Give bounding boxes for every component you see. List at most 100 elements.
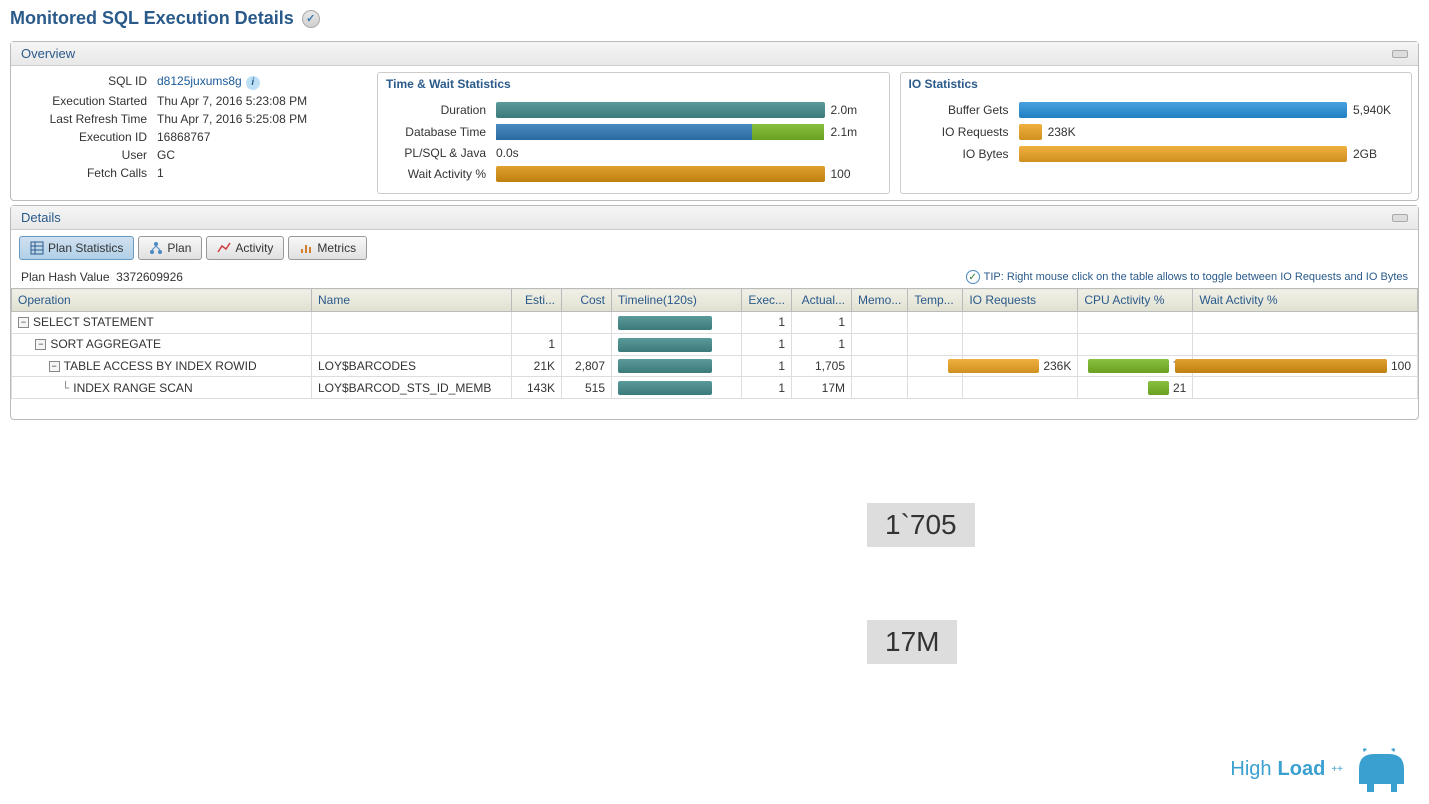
col-temp[interactable]: Temp... — [908, 289, 963, 312]
logo-text1: High — [1230, 758, 1271, 781]
fetch-label: Fetch Calls — [17, 166, 157, 180]
temp-cell — [908, 333, 963, 355]
table-row[interactable]: − SELECT STATEMENT11 — [12, 312, 1418, 334]
wait-cell — [1193, 312, 1418, 334]
actual-cell: 1 — [792, 333, 852, 355]
table-row[interactable]: − SORT AGGREGATE111 — [12, 333, 1418, 355]
cpu-cell — [1078, 312, 1193, 334]
tab-plan-statistics[interactable]: Plan Statistics — [19, 236, 134, 260]
plan-table[interactable]: Operation Name Esti... Cost Timeline(120… — [11, 288, 1418, 399]
check-icon: ✓ — [302, 10, 320, 28]
cost-cell: 515 — [562, 377, 612, 399]
operation-text: INDEX RANGE SCAN — [73, 381, 192, 395]
details-header[interactable]: Details — [11, 206, 1418, 230]
collapse-icon[interactable] — [1392, 50, 1408, 58]
col-timeline[interactable]: Timeline(120s) — [612, 289, 742, 312]
tabs: Plan Statistics Plan Activity Metrics — [11, 230, 1418, 266]
operation-text: SORT AGGREGATE — [50, 337, 161, 351]
actual-cell: 1,705 — [792, 355, 852, 377]
col-actual[interactable]: Actual... — [792, 289, 852, 312]
ioreq-label: IO Requests — [909, 125, 1019, 139]
tip: ✓TIP: Right mouse click on the table all… — [966, 270, 1408, 284]
metrics-icon — [299, 241, 313, 255]
tab-activity[interactable]: Activity — [206, 236, 284, 260]
tab-metrics[interactable]: Metrics — [288, 236, 367, 260]
buffer-bar — [1019, 102, 1348, 118]
user-label: User — [17, 148, 157, 162]
esti-cell: 1 — [512, 333, 562, 355]
temp-cell — [908, 377, 963, 399]
sql-id-label: SQL ID — [17, 74, 157, 90]
name-cell — [312, 312, 512, 334]
sql-id-value[interactable]: d8125juxums8g — [157, 74, 242, 88]
bear-icon — [1349, 744, 1409, 794]
duration-label: Duration — [386, 103, 496, 117]
cost-cell — [562, 333, 612, 355]
ioreq-cell — [963, 333, 1078, 355]
timeline-cell — [612, 355, 742, 377]
exec-started-label: Execution Started — [17, 94, 157, 108]
esti-cell — [512, 312, 562, 334]
duration-bar — [496, 102, 825, 118]
user-value: GC — [157, 148, 175, 162]
tab-label: Plan Statistics — [48, 241, 123, 255]
actual-cell: 17M — [792, 377, 852, 399]
timeline-cell — [612, 312, 742, 334]
esti-cell: 21K — [512, 355, 562, 377]
ioreq-cell — [963, 377, 1078, 399]
col-name[interactable]: Name — [312, 289, 512, 312]
collapse-icon[interactable] — [1392, 214, 1408, 222]
exec-id-label: Execution ID — [17, 130, 157, 144]
info-icon[interactable]: i — [246, 76, 260, 90]
plan-hash-value: 3372609926 — [116, 270, 183, 284]
col-exec[interactable]: Exec... — [742, 289, 792, 312]
tree-toggle[interactable]: − — [49, 361, 60, 372]
annotation-1: 1`705 — [867, 503, 975, 547]
dbtime-value: 2.1m — [831, 125, 881, 139]
tree-toggle[interactable]: − — [35, 339, 46, 350]
page-title: Monitored SQL Execution Details ✓ — [0, 0, 1429, 37]
col-cost[interactable]: Cost — [562, 289, 612, 312]
wait-cell — [1193, 333, 1418, 355]
plan-hash-label: Plan Hash Value — [21, 270, 110, 284]
exec-cell: 1 — [742, 333, 792, 355]
memo-cell — [852, 312, 908, 334]
page-title-text: Monitored SQL Execution Details — [10, 8, 294, 29]
memo-cell — [852, 333, 908, 355]
timeline-cell — [612, 333, 742, 355]
wait-value: 100 — [831, 167, 881, 181]
dbtime-label: Database Time — [386, 125, 496, 139]
table-row[interactable]: − TABLE ACCESS BY INDEX ROWIDLOY$BARCODE… — [12, 355, 1418, 377]
tree-icon — [149, 241, 163, 255]
actual-cell: 1 — [792, 312, 852, 334]
table-row[interactable]: └ INDEX RANGE SCANLOY$BARCOD_STS_ID_MEMB… — [12, 377, 1418, 399]
io-stats-title: IO Statistics — [901, 73, 1412, 95]
col-memo[interactable]: Memo... — [852, 289, 908, 312]
tab-plan[interactable]: Plan — [138, 236, 202, 260]
overview-header[interactable]: Overview — [11, 42, 1418, 66]
cost-cell: 2,807 — [562, 355, 612, 377]
highload-logo: HighLoad++ — [1230, 744, 1409, 794]
esti-cell: 143K — [512, 377, 562, 399]
details-label: Details — [21, 210, 61, 225]
iobytes-value: 2GB — [1353, 147, 1403, 161]
time-stats-box: Time & Wait Statistics Duration2.0m Data… — [377, 72, 890, 194]
col-esti[interactable]: Esti... — [512, 289, 562, 312]
plsql-value: 0.0s — [496, 146, 546, 160]
name-cell: LOY$BARCODES — [312, 355, 512, 377]
last-refresh-label: Last Refresh Time — [17, 112, 157, 126]
col-wait[interactable]: Wait Activity % — [1193, 289, 1418, 312]
plsql-label: PL/SQL & Java — [386, 146, 496, 160]
col-ioreq[interactable]: IO Requests — [963, 289, 1078, 312]
col-operation[interactable]: Operation — [12, 289, 312, 312]
last-refresh-value: Thu Apr 7, 2016 5:25:08 PM — [157, 112, 307, 126]
ioreq-cell — [963, 312, 1078, 334]
tree-toggle[interactable]: − — [18, 317, 29, 328]
tab-label: Activity — [235, 241, 273, 255]
overview-panel: Overview SQL IDd8125juxums8g i Execution … — [10, 41, 1419, 201]
fetch-value: 1 — [157, 166, 164, 180]
iobytes-bar — [1019, 146, 1348, 162]
details-panel: Details Plan Statistics Plan Activity Me… — [10, 205, 1419, 420]
col-cpu[interactable]: CPU Activity % — [1078, 289, 1193, 312]
memo-cell — [852, 377, 908, 399]
